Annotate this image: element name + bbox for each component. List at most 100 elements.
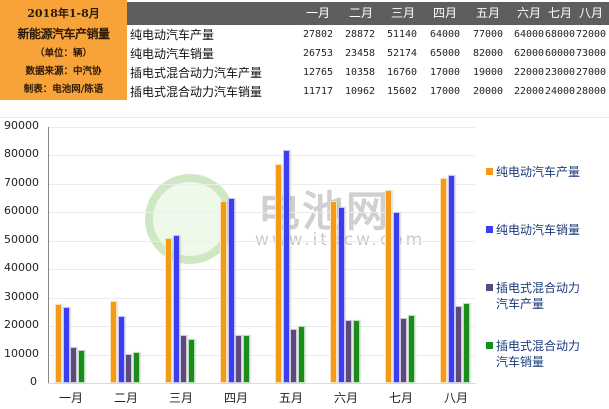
column-header: 三月	[390, 6, 415, 20]
gridline	[49, 212, 475, 214]
y-tick-label: 10000	[4, 346, 39, 360]
table-cell: 20000	[472, 86, 504, 97]
bar	[352, 320, 360, 383]
row-label: 纯电动汽车销量	[130, 47, 215, 61]
bar	[70, 346, 77, 383]
table-cell: 22000	[513, 86, 545, 97]
gridline	[49, 240, 475, 242]
table-cell: 73000	[575, 48, 607, 59]
table-cell: 60000	[544, 48, 576, 59]
x-tick-label: 七月	[388, 391, 413, 405]
bar	[407, 314, 415, 383]
table-cell: 28872	[344, 29, 376, 40]
y-tick-label: 40000	[4, 261, 39, 275]
row-label: 纯电动汽车产量	[130, 28, 215, 42]
y-tick-label: 70000	[4, 175, 39, 189]
legend-label: 插电式混合动力	[496, 339, 581, 353]
column-header: 五月	[475, 6, 500, 20]
y-tick-label: 90000	[4, 119, 39, 132]
legend-item: 插电式混合动力 汽车销量	[486, 338, 608, 370]
row-label: 插电式混合动力汽车产量	[130, 66, 263, 80]
bar	[330, 200, 337, 383]
bar	[62, 306, 70, 383]
title-source: 数据来源：中汽协	[25, 66, 102, 78]
bar	[447, 175, 455, 383]
table-cell: 68000	[544, 29, 576, 40]
bar	[400, 317, 407, 383]
bar	[235, 334, 242, 383]
legend-swatch-icon	[486, 284, 493, 291]
y-tick-label: 50000	[4, 232, 39, 246]
bar	[275, 163, 282, 383]
x-tick-label: 六月	[333, 391, 358, 405]
table-cell: 17000	[429, 67, 461, 78]
legend-label: 插电式混合动力	[496, 281, 581, 295]
bar	[77, 349, 85, 383]
table-cell: 23458	[344, 48, 376, 59]
gridline	[49, 269, 475, 271]
title-author: 制表：电池网/陈语	[23, 84, 104, 96]
y-axis	[48, 127, 49, 383]
x-tick-label: 二月	[113, 391, 138, 405]
bar	[55, 303, 62, 383]
table-cell: 22000	[513, 67, 545, 78]
table-cell: 12765	[302, 67, 334, 78]
table-cell: 82000	[472, 48, 504, 59]
bar	[187, 338, 195, 383]
legend-item: 纯电动汽车销量	[486, 222, 608, 238]
bar	[290, 328, 297, 383]
table-cell: 19000	[472, 67, 504, 78]
legend-label: 纯电动汽车产量	[496, 165, 581, 179]
bar	[110, 300, 117, 383]
legend-label: 汽车销量	[496, 355, 545, 369]
bar	[132, 351, 140, 383]
bar	[242, 334, 250, 383]
bar	[125, 353, 132, 383]
bar	[180, 335, 187, 383]
legend-swatch-icon	[486, 342, 493, 349]
bar	[220, 200, 227, 383]
table-cell: 77000	[472, 29, 504, 40]
bar	[297, 326, 305, 383]
gridline	[49, 354, 475, 356]
bar	[117, 316, 125, 383]
column-header: 八月	[578, 6, 603, 20]
bar	[462, 303, 470, 383]
table-header: 一月 二月 三月 四月 五月 六月 七月 八月	[127, 2, 609, 25]
y-tick-label: 60000	[4, 204, 39, 218]
legend-item: 纯电动汽车产量	[486, 164, 608, 180]
table-cell: 17000	[429, 86, 461, 97]
x-tick-label: 四月	[223, 391, 248, 405]
bar	[172, 234, 180, 383]
table-cell: 27000	[575, 67, 607, 78]
x-tick-label: 五月	[278, 391, 303, 405]
title-period: 2018年1-8月	[27, 6, 100, 20]
row-label: 插电式混合动力汽车销量	[130, 85, 263, 99]
table-cell: 16760	[386, 67, 418, 78]
legend-swatch-icon	[486, 168, 493, 175]
table-cell: 64000	[513, 29, 545, 40]
legend-label: 汽车产量	[496, 297, 545, 311]
table-cell: 26753	[302, 48, 334, 59]
table-cell: 62000	[513, 48, 545, 59]
table-cell: 52174	[386, 48, 418, 59]
x-tick-label: 一月	[58, 391, 83, 405]
table-cell: 28000	[575, 86, 607, 97]
table-cell: 23000	[544, 67, 576, 78]
x-tick-label: 八月	[443, 391, 468, 405]
gridline	[49, 155, 475, 157]
bar	[337, 206, 345, 383]
legend-label: 纯电动汽车销量	[496, 223, 581, 237]
table-cell: 24000	[544, 86, 576, 97]
section-divider	[0, 117, 609, 118]
column-header: 四月	[432, 6, 457, 20]
gridline	[49, 127, 475, 128]
column-header: 一月	[305, 6, 330, 20]
table-cell: 27802	[302, 29, 334, 40]
bar	[165, 237, 172, 383]
table-cell: 15602	[386, 86, 418, 97]
column-header: 二月	[348, 6, 373, 20]
y-tick-label: 20000	[4, 318, 39, 332]
table-cell: 10962	[344, 86, 376, 97]
bar	[385, 189, 392, 383]
